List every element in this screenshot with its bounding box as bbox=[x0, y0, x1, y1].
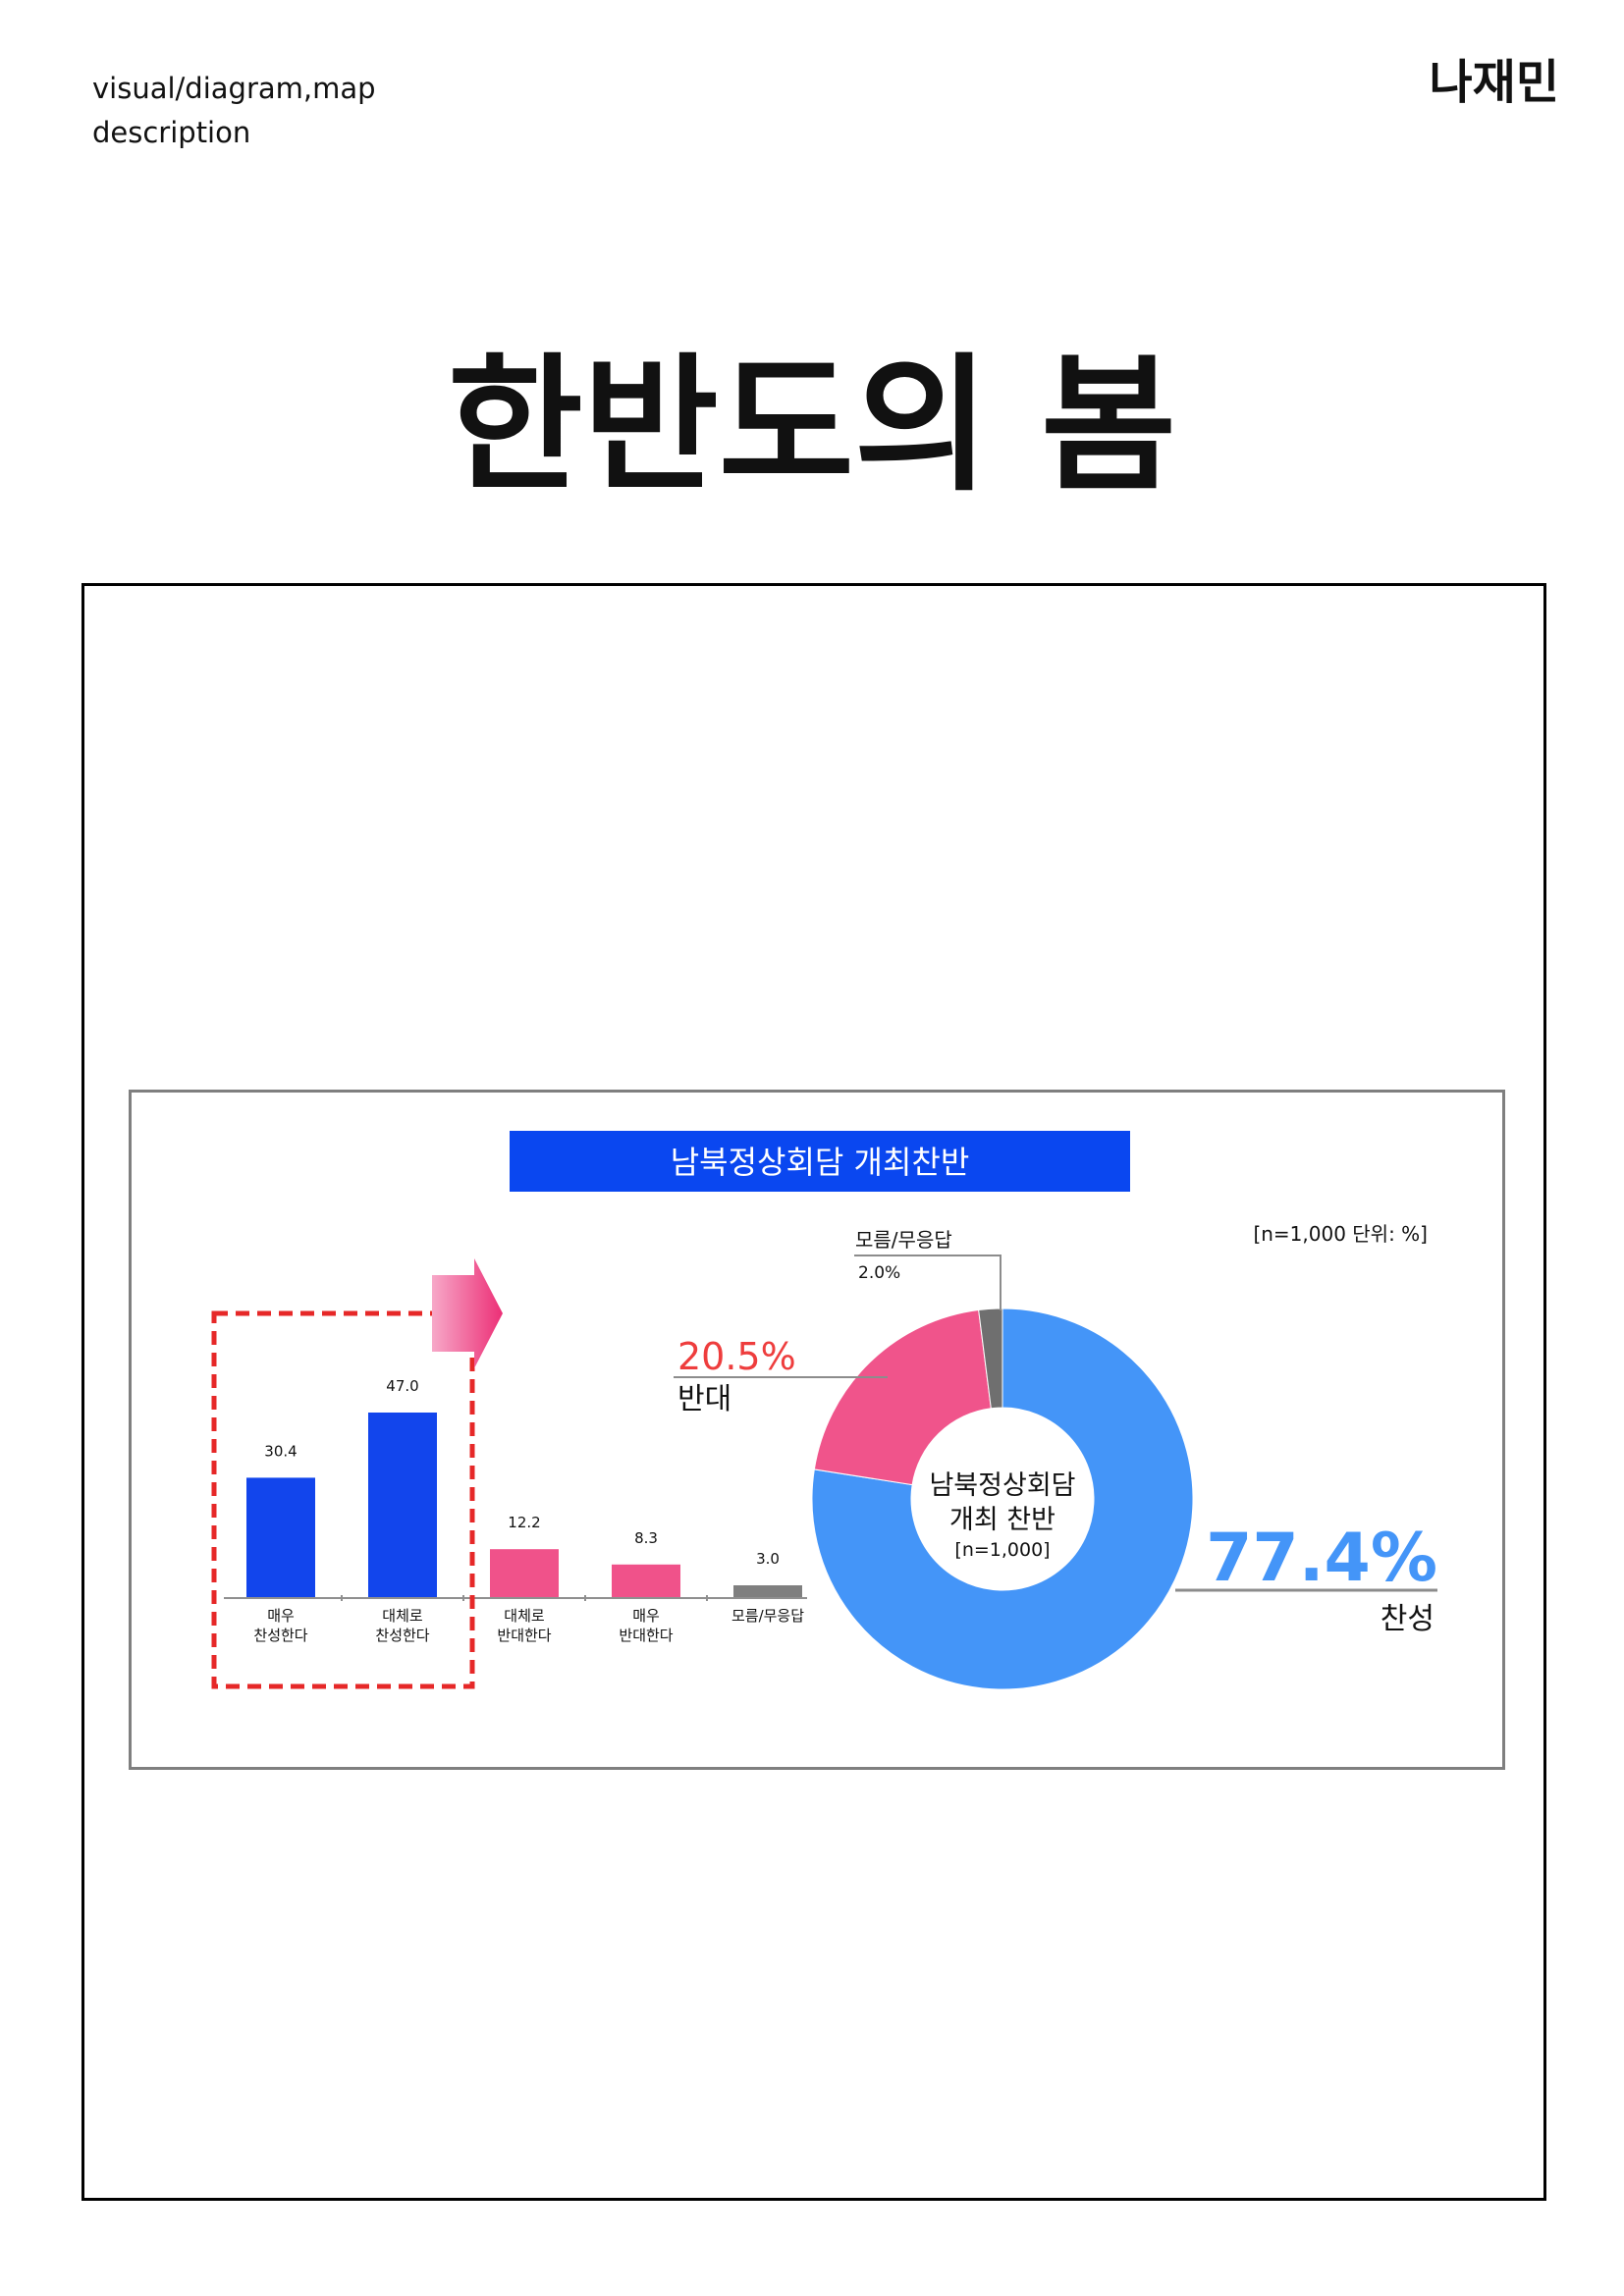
bar-0 bbox=[246, 1477, 315, 1597]
content-frame bbox=[81, 583, 1546, 2201]
bar-category-label-3-1: 반대한다 bbox=[619, 1627, 673, 1644]
donut-slice-oppose bbox=[813, 1308, 992, 1486]
donut-center-title-1: 남북정상회담 bbox=[929, 1470, 1075, 1501]
bar-value-label-1: 47.0 bbox=[386, 1377, 418, 1395]
author-name: 나재민 bbox=[1429, 55, 1559, 110]
meta-line-type: visual/diagram,map bbox=[92, 72, 376, 105]
support-percent: 77.4% bbox=[1206, 1520, 1437, 1597]
support-label: 찬성 bbox=[1380, 1602, 1435, 1636]
donut-center-sample: [n=1,000] bbox=[954, 1539, 1050, 1561]
document-meta: visual/diagram,map description bbox=[92, 67, 376, 155]
unknown-label: 모름/무응답 bbox=[855, 1228, 952, 1252]
bar-3 bbox=[612, 1564, 680, 1597]
donut-slice-unknown bbox=[978, 1308, 1003, 1410]
bar-value-label-3: 8.3 bbox=[634, 1529, 658, 1547]
bar-category-label-4-0: 모름/무응답 bbox=[731, 1607, 804, 1625]
unknown-percent: 2.0% bbox=[858, 1263, 900, 1283]
bar-category-label-2-1: 반대한다 bbox=[497, 1627, 551, 1644]
bar-value-label-4: 3.0 bbox=[756, 1550, 780, 1568]
leader-line-unknown bbox=[854, 1255, 1001, 1310]
bar-value-label-0: 30.4 bbox=[264, 1442, 297, 1460]
bar-category-label-1-0: 대체로 bbox=[382, 1607, 423, 1625]
oppose-label: 반대 bbox=[677, 1382, 731, 1416]
donut-center-title-2: 개최 찬반 bbox=[949, 1505, 1056, 1535]
bar-category-label-0-1: 찬성한다 bbox=[253, 1627, 307, 1644]
bar-1 bbox=[368, 1413, 437, 1597]
bar-category-label-1-1: 찬성한다 bbox=[375, 1627, 429, 1644]
donut-slice-support bbox=[811, 1308, 1194, 1690]
chart-title: 남북정상회담 개최찬반 bbox=[671, 1144, 970, 1181]
chart-title-bar bbox=[510, 1131, 1130, 1192]
unit-note: [n=1,000 단위: %] bbox=[1253, 1222, 1428, 1246]
bar-4 bbox=[733, 1585, 802, 1597]
bar-category-label-0-0: 매우 bbox=[267, 1607, 295, 1625]
highlight-arrow bbox=[432, 1258, 503, 1368]
oppose-percent: 20.5% bbox=[677, 1335, 796, 1378]
meta-line-description: description bbox=[92, 116, 251, 149]
bar-category-label-2-0: 대체로 bbox=[504, 1607, 545, 1625]
bar-2 bbox=[490, 1549, 559, 1597]
page-title: 한반도의 봄 bbox=[447, 341, 1177, 511]
bar-category-label-3-0: 매우 bbox=[632, 1607, 660, 1625]
bar-value-label-2: 12.2 bbox=[508, 1514, 540, 1531]
highlight-dashed-box bbox=[211, 1310, 475, 1689]
